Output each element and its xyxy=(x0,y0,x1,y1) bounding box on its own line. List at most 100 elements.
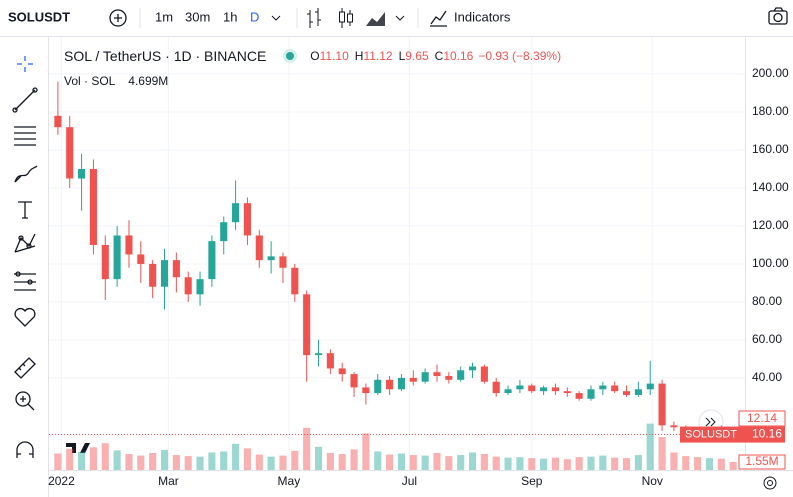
y-tick-label: 120.00 xyxy=(752,218,789,232)
volume-bar xyxy=(551,457,560,470)
candle-body xyxy=(551,387,560,392)
candle-body xyxy=(492,381,500,394)
ohlc-key: C xyxy=(434,49,444,63)
volume-tag-box xyxy=(738,454,786,470)
volume-bar xyxy=(137,455,145,470)
candle-body xyxy=(291,267,299,295)
volume-bar xyxy=(243,448,251,470)
indicators-button[interactable]: Indicators xyxy=(454,9,511,24)
volume-bar xyxy=(540,458,548,470)
candle-body xyxy=(149,263,157,287)
volume-label: Vol · SOL xyxy=(64,74,115,88)
candle-body xyxy=(54,115,62,128)
price-marker-label: 12.14 xyxy=(747,411,777,425)
y-tick-label: 60.00 xyxy=(752,332,782,346)
bars-style[interactable] xyxy=(307,8,321,28)
price-marker-box xyxy=(738,410,786,427)
add-symbol[interactable] xyxy=(109,9,127,27)
logo xyxy=(66,443,90,453)
volume-bar xyxy=(504,457,512,470)
candle-body xyxy=(125,235,133,255)
volume-bar xyxy=(101,443,109,470)
volume-bar xyxy=(78,451,86,470)
candle-body xyxy=(208,241,216,280)
volume-bar xyxy=(492,456,500,470)
candle-body xyxy=(480,366,488,382)
indicators-icon[interactable] xyxy=(430,10,447,27)
volume-bar xyxy=(421,455,429,470)
snapshot[interactable] xyxy=(768,7,788,25)
candle-body xyxy=(409,377,417,382)
candle-body xyxy=(634,389,642,395)
last-price-label: 10.16 xyxy=(752,427,782,441)
ohlc-value: 11.12 xyxy=(363,49,393,63)
ohlc-key: L xyxy=(398,49,406,63)
candle-body xyxy=(314,353,323,356)
symbol[interactable]: SOLUSDT xyxy=(8,9,70,24)
candle-body xyxy=(350,374,358,388)
volume-bar xyxy=(694,457,702,470)
legend-title: SOL / TetherUS · 1D · BINANCE xyxy=(64,48,267,64)
volume-bar xyxy=(682,456,690,470)
volume-bar xyxy=(587,456,595,470)
candle-body xyxy=(457,370,465,380)
candle-body xyxy=(622,391,631,395)
candle-body xyxy=(670,425,678,428)
interval[interactable]: D xyxy=(250,9,259,24)
interval[interactable]: 30m xyxy=(185,9,210,24)
status-dot xyxy=(286,52,295,60)
volume-bar xyxy=(279,455,287,470)
interval[interactable]: 1m xyxy=(155,9,173,24)
y-tick-label: 80.00 xyxy=(752,294,782,308)
candle-body xyxy=(89,168,97,245)
volume-bar xyxy=(634,455,642,470)
candle-body xyxy=(362,387,370,394)
change: −0.93 (−8.39%) xyxy=(478,49,562,63)
style-menu[interactable] xyxy=(395,15,405,21)
volume-bar xyxy=(255,454,263,470)
volume-bar xyxy=(445,456,453,470)
volume-bar xyxy=(267,456,275,470)
volume-bar xyxy=(468,452,477,470)
drawing-tools[interactable] xyxy=(12,56,38,458)
candle-body xyxy=(468,366,477,371)
interval[interactable]: 1h xyxy=(223,9,237,24)
volume-bar xyxy=(314,446,323,470)
x-tick-label: Sep xyxy=(521,474,543,488)
interval-menu[interactable] xyxy=(271,15,281,21)
candle-body xyxy=(303,294,311,356)
volume-bar xyxy=(528,458,536,470)
volume-bar xyxy=(220,451,228,470)
y-tick-label: 200.00 xyxy=(752,66,789,80)
volume-bar xyxy=(89,447,97,470)
volume-bar xyxy=(670,452,678,470)
candle-body xyxy=(101,244,109,280)
volume-bar xyxy=(125,454,133,470)
ohlc-value: 11.10 xyxy=(319,49,349,63)
candle-body xyxy=(279,256,287,268)
volume-bar xyxy=(563,459,571,470)
volume-bar xyxy=(232,443,240,470)
y-tick-label: 140.00 xyxy=(752,180,789,194)
settings[interactable] xyxy=(763,476,777,490)
y-tick-label: 160.00 xyxy=(752,142,789,156)
volume-bar xyxy=(622,458,631,470)
volume-bar xyxy=(717,458,725,470)
candle-body xyxy=(66,127,74,179)
x-tick-label: May xyxy=(278,474,301,488)
volume-bar xyxy=(208,452,216,470)
candle-body xyxy=(421,372,429,382)
volume-bar xyxy=(386,454,394,470)
volume-bar xyxy=(113,450,121,470)
area-style[interactable] xyxy=(366,12,385,26)
volume-bar xyxy=(457,455,465,470)
volume-bar xyxy=(575,457,583,470)
volume-bar xyxy=(54,453,62,470)
y-tick-label: 100.00 xyxy=(752,256,789,270)
candles-style[interactable] xyxy=(339,8,353,28)
y-tick-label: 180.00 xyxy=(752,104,789,118)
volume-bar xyxy=(196,456,204,470)
x-tick-label: 2022 xyxy=(48,474,75,488)
